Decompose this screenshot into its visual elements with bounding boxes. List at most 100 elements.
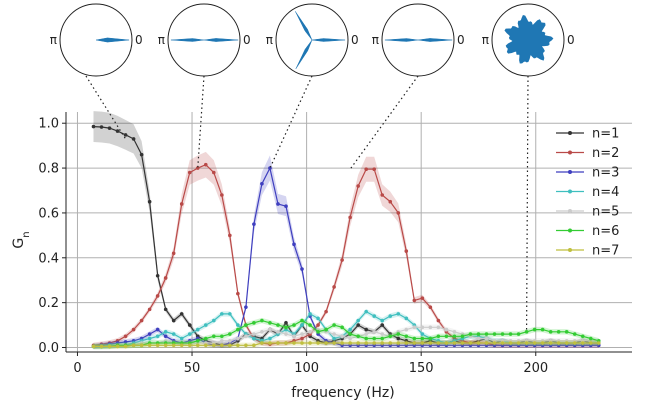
data-point xyxy=(292,341,296,345)
data-point xyxy=(123,340,128,344)
data-point xyxy=(123,334,128,339)
y-axis-label-sub: n xyxy=(21,231,32,237)
legend-swatch-marker xyxy=(568,248,572,252)
x-axis-label: frequency (Hz) xyxy=(291,385,394,401)
legend-item-n=5: n=5 xyxy=(556,205,619,220)
data-point xyxy=(292,242,296,247)
data-point xyxy=(203,162,208,167)
data-point xyxy=(292,334,296,339)
data-point xyxy=(356,318,360,323)
y-tick-label: 0.6 xyxy=(38,206,59,221)
data-point xyxy=(332,285,336,289)
legend-label: n=5 xyxy=(592,205,619,220)
y-axis-label: Gn xyxy=(11,231,32,248)
legend-label: n=1 xyxy=(592,127,619,142)
data-point xyxy=(179,336,184,341)
legend-swatch-marker xyxy=(568,228,572,233)
data-point xyxy=(308,330,312,334)
polar-lobe xyxy=(417,38,453,42)
data-point xyxy=(163,276,168,280)
legend-swatch-marker xyxy=(568,150,572,155)
data-point xyxy=(187,170,192,175)
polar-lobe xyxy=(95,37,130,43)
data-point xyxy=(203,343,208,348)
data-point xyxy=(115,344,120,349)
data-point xyxy=(147,307,152,312)
data-point xyxy=(412,336,417,341)
data-point xyxy=(508,341,513,345)
polar-pi-label: π xyxy=(482,33,489,47)
data-point xyxy=(324,327,328,332)
data-point xyxy=(348,215,352,220)
data-point xyxy=(580,341,585,345)
data-point xyxy=(212,343,216,348)
data-point xyxy=(316,341,320,345)
polar-lobe xyxy=(384,38,419,42)
data-point xyxy=(484,336,489,341)
data-point xyxy=(123,344,128,349)
data-point xyxy=(564,341,569,345)
data-point xyxy=(420,336,425,341)
y-axis-label-main: G xyxy=(11,238,27,249)
data-point xyxy=(212,318,216,323)
data-point xyxy=(276,341,280,345)
data-point xyxy=(284,325,288,330)
data-point xyxy=(396,312,401,316)
data-point xyxy=(147,343,152,348)
data-point xyxy=(452,341,457,345)
polar-leader-line xyxy=(197,75,205,169)
x-tick-label: 150 xyxy=(409,361,434,376)
data-point xyxy=(404,327,409,332)
data-point xyxy=(500,332,505,336)
data-point xyxy=(388,334,393,339)
axes: frequency (Hz) Gn 0 50 100 150 200 0.0 0.2 0.4 0… xyxy=(11,112,632,401)
x-tick-label: 50 xyxy=(184,361,201,376)
legend-swatch-marker xyxy=(568,189,572,194)
polar-lobe xyxy=(311,38,346,42)
data-point xyxy=(380,341,385,345)
data-point xyxy=(308,312,312,316)
data-point xyxy=(396,336,401,341)
data-point xyxy=(364,167,368,171)
data-point xyxy=(372,336,377,341)
legend-label: n=4 xyxy=(592,185,619,200)
data-point xyxy=(260,181,264,186)
data-point xyxy=(468,332,473,336)
data-point xyxy=(228,338,232,343)
data-point xyxy=(412,325,417,330)
data-point xyxy=(163,330,168,334)
data-point xyxy=(332,323,336,327)
data-point xyxy=(244,305,248,309)
data-point xyxy=(155,343,160,348)
data-point xyxy=(436,334,441,339)
series-line xyxy=(93,342,599,347)
data-point xyxy=(155,327,160,332)
legend-label: n=6 xyxy=(592,224,619,239)
data-point xyxy=(348,341,352,345)
data-point xyxy=(356,341,360,345)
data-point xyxy=(171,251,176,256)
data-point xyxy=(324,309,328,314)
legend-item-n=3: n=3 xyxy=(556,166,619,181)
data-point xyxy=(428,305,433,309)
series-line xyxy=(93,166,599,347)
y-tick-label: 0.4 xyxy=(38,251,59,266)
data-point xyxy=(300,323,304,327)
data-point xyxy=(300,336,304,341)
data-point xyxy=(540,341,545,345)
data-point xyxy=(340,341,344,345)
data-point xyxy=(348,327,352,332)
data-point xyxy=(372,341,377,345)
data-point xyxy=(564,330,569,334)
y-tick-label: 1.0 xyxy=(38,117,59,132)
data-point xyxy=(316,323,320,327)
data-point xyxy=(468,341,473,345)
data-point xyxy=(436,318,441,323)
data-point xyxy=(163,307,168,312)
data-point xyxy=(268,327,272,332)
data-point xyxy=(404,334,409,339)
polar-zero-label: 0 xyxy=(457,33,465,47)
data-point xyxy=(428,325,433,330)
data-point xyxy=(228,312,232,316)
